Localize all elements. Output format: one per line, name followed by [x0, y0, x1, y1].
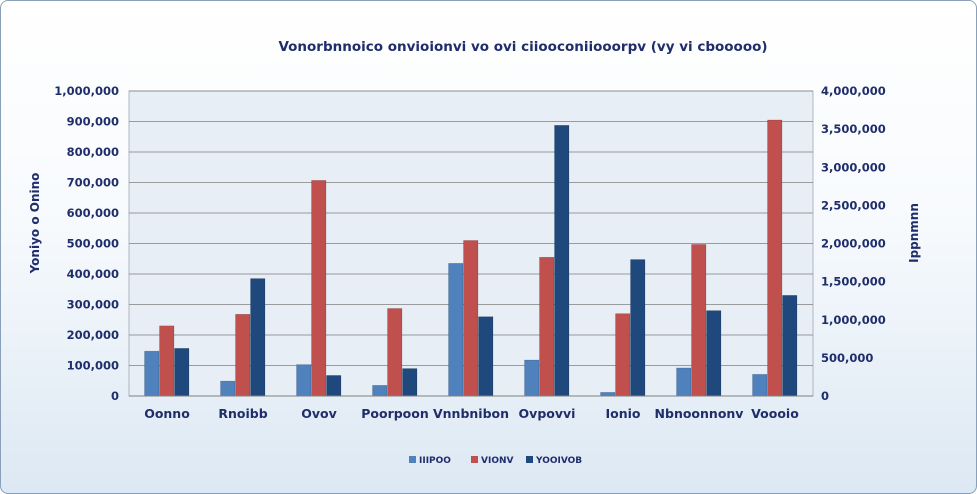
category-label: Ionio	[605, 406, 640, 421]
right-tick-label: 1,500,000	[821, 275, 886, 289]
bar-iiipoo-4	[372, 385, 388, 397]
left-axis-title: Yoniyo o Onino	[28, 173, 42, 275]
bar-yooivob-8	[706, 310, 722, 397]
bar-vionv-6	[539, 256, 555, 397]
bars	[144, 119, 798, 397]
bar-yooivob-3	[326, 375, 342, 397]
category-labels: Oonno Rnoibb Ovov Poorpoon Vnnbnibon Ovpovvi I…	[144, 406, 799, 421]
bar-iiipoo-8	[676, 367, 692, 397]
bar-vionv-2	[235, 314, 251, 397]
left-tick-label: 800,000	[67, 145, 119, 159]
bar-vionv-5	[463, 240, 479, 397]
bar-vionv-1	[159, 325, 175, 397]
left-tick-label: 100,000	[67, 359, 119, 373]
bar-iiipoo-7	[600, 392, 616, 397]
bar-yooivob-2	[250, 278, 266, 397]
right-tick-label: 0	[821, 389, 829, 403]
right-tick-label: 1,000,000	[821, 313, 886, 327]
bar-iiipoo-3	[296, 364, 312, 397]
left-axis-ticks: 0 100,000 200,000 300,000 400,000 500,000 600,…	[54, 84, 119, 403]
legend-label: IIIPOO	[419, 456, 451, 466]
right-tick-label: 500,000	[821, 351, 873, 365]
bar-iiipoo-9	[752, 374, 768, 397]
legend: IIIPOO VIONV YOOIVOB	[409, 456, 582, 466]
left-tick-label: 500,000	[67, 237, 119, 251]
bar-vionv-7	[615, 313, 631, 397]
category-label: Ovpovvi	[519, 406, 576, 421]
bar-vionv-4	[387, 308, 403, 397]
left-tick-label: 400,000	[67, 267, 119, 281]
category-label: Voooio	[751, 406, 799, 421]
category-label: Nbnoonnonv	[655, 406, 744, 421]
bar-yooivob-7	[630, 259, 646, 397]
left-tick-label: 700,000	[67, 176, 119, 190]
bar-iiipoo-5	[448, 263, 464, 397]
right-tick-label: 2,500,000	[821, 198, 886, 212]
category-label: Vnnbnibon	[433, 406, 509, 421]
left-tick-label: 1,000,000	[54, 84, 119, 98]
legend-label: YOOIVOB	[535, 456, 582, 466]
left-tick-label: 0	[111, 389, 119, 403]
bar-yooivob-9	[782, 295, 798, 397]
category-label: Poorpoon	[361, 406, 429, 421]
right-axis-title: Ippnmnn	[907, 203, 921, 263]
legend-swatch	[471, 456, 478, 463]
bar-yooivob-5	[478, 316, 494, 397]
legend-label: VIONV	[481, 456, 513, 466]
bar-iiipoo-2	[220, 380, 236, 397]
right-tick-label: 2,000,000	[821, 237, 886, 251]
left-tick-label: 200,000	[67, 328, 119, 342]
bar-yooivob-4	[402, 368, 418, 397]
left-tick-label: 600,000	[67, 206, 119, 220]
right-axis-ticks: 0 500,000 1,000,000 1,500,000 2,000,000 2,500…	[821, 84, 886, 403]
bar-yooivob-6	[554, 125, 570, 397]
bar-vionv-9	[767, 119, 783, 397]
category-label: Oonno	[144, 406, 190, 421]
right-tick-label: 4,000,000	[821, 84, 886, 98]
bar-yooivob-1	[174, 348, 190, 397]
category-label: Ovov	[301, 406, 337, 421]
bar-vionv-3	[311, 180, 327, 397]
legend-swatch	[409, 456, 416, 463]
left-tick-label: 300,000	[67, 298, 119, 312]
bar-iiipoo-6	[524, 359, 540, 397]
right-tick-label: 3,000,000	[821, 160, 886, 174]
bar-vionv-8	[691, 244, 707, 397]
legend-swatch	[526, 456, 533, 463]
category-label: Rnoibb	[218, 406, 267, 421]
right-tick-label: 3,500,000	[821, 122, 886, 136]
chart-title: Vonorbnnoico onvioionvi vo ovi ciiooconi…	[278, 39, 767, 55]
left-tick-label: 900,000	[67, 115, 119, 129]
bar-iiipoo-1	[144, 350, 160, 397]
